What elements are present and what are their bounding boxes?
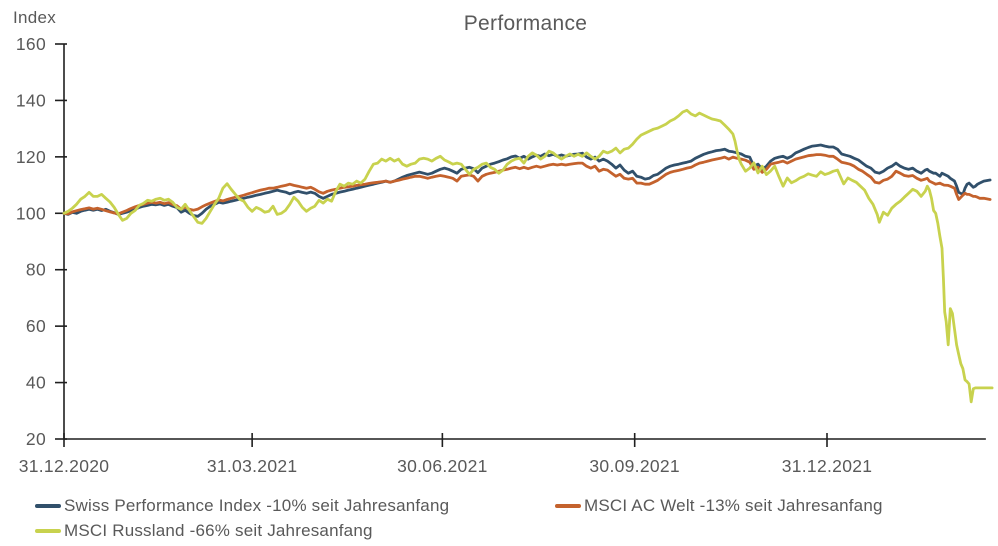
legend-item-msci-ac-welt: MSCI AC Welt -13% seit Jahresanfang xyxy=(555,496,883,516)
y-tick-label: 160 xyxy=(16,34,46,54)
chart-axes xyxy=(55,43,986,447)
y-tick-label: 120 xyxy=(16,147,46,167)
y-axis-unit-label: Index xyxy=(13,8,57,27)
legend-item-msci-russland: MSCI Russland -66% seit Jahresanfang xyxy=(35,521,373,541)
chart-series-lines xyxy=(62,108,994,404)
series-line-spi xyxy=(62,143,992,218)
legend-label-msci-russland: MSCI Russland -66% seit Jahresanfang xyxy=(64,521,373,540)
msci-russland-line-swatch-icon xyxy=(35,529,61,533)
series-line-msci-russland xyxy=(62,108,994,404)
x-tick-label: 30.06.2021 xyxy=(397,456,488,476)
y-tick-label: 60 xyxy=(26,316,46,336)
x-tick-label: 31.12.2020 xyxy=(19,456,110,476)
msci-ac-welt-line-swatch-icon xyxy=(555,504,581,508)
chart-tick-labels: 160 140 120 100 80 60 40 20 31.12.2020 31.03.2021… xyxy=(16,34,872,476)
x-tick-label: 31.12.2021 xyxy=(782,456,873,476)
legend-label-msci-ac-welt: MSCI AC Welt -13% seit Jahresanfang xyxy=(584,496,883,515)
x-tick-label: 30.09.2021 xyxy=(589,456,680,476)
y-tick-label: 20 xyxy=(26,429,46,449)
y-tick-label: 140 xyxy=(16,90,46,110)
legend-label-spi: Swiss Performance Index -10% seit Jahres… xyxy=(64,496,450,515)
chart-legend: Swiss Performance Index -10% seit Jahres… xyxy=(0,488,998,546)
y-tick-label: 100 xyxy=(16,203,46,223)
legend-item-spi: Swiss Performance Index -10% seit Jahres… xyxy=(35,496,449,516)
x-tick-label: 31.03.2021 xyxy=(207,456,298,476)
chart-title: Performance xyxy=(463,12,588,35)
spi-line-swatch-icon xyxy=(35,504,61,508)
series-line-msci-ac-welt xyxy=(62,153,992,216)
y-tick-label: 40 xyxy=(26,373,46,393)
y-tick-label: 80 xyxy=(26,260,46,280)
